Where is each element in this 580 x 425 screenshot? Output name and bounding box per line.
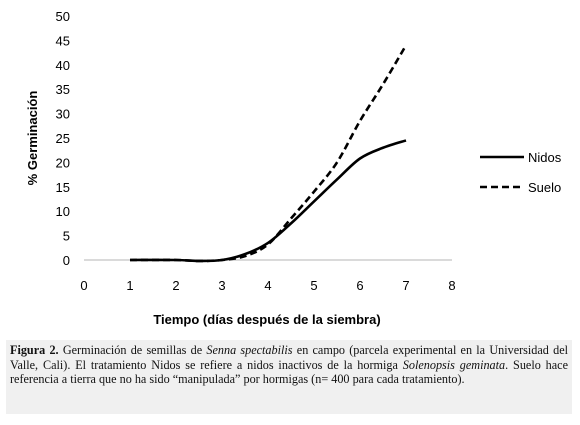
y-tick-label: 15: [56, 180, 70, 195]
series-line-nidos: [129, 139, 407, 263]
y-tick-label: 5: [63, 229, 70, 244]
x-axis-ticks: 0 1 2 3 4 5 6 7 8: [80, 278, 455, 293]
x-axis-title: Tiempo (días después de la siembra): [153, 312, 380, 327]
x-tick-label: 6: [356, 278, 363, 293]
x-tick-label: 5: [310, 278, 317, 293]
y-tick-label: 50: [56, 9, 70, 24]
y-tick-label: 25: [56, 131, 70, 146]
y-axis-title: % Germinación: [25, 91, 40, 186]
caption-label: Figura 2.: [10, 343, 59, 357]
caption-species-2: Solenopsis geminata: [402, 357, 506, 372]
x-tick-label: 4: [264, 278, 271, 293]
figure-caption: Figura 2. Germinación de semillas de Sen…: [6, 340, 572, 414]
legend-label-nidos: Nidos: [528, 150, 562, 165]
x-tick-label: 7: [402, 278, 409, 293]
legend: Nidos Suelo: [480, 150, 562, 195]
y-tick-label: 45: [56, 33, 70, 48]
caption-text-3: . Suelo hace referencia a tierra que no …: [10, 357, 568, 387]
y-tick-label: 0: [63, 253, 70, 268]
series-lines: [129, 44, 408, 263]
y-tick-label: 20: [56, 155, 70, 170]
caption-text-2: en campo (parcela experimental en la Uni…: [10, 343, 569, 372]
x-tick-label: 8: [448, 278, 455, 293]
caption-text-1: Germinación de semillas de: [62, 343, 203, 357]
y-tick-label: 30: [56, 107, 70, 122]
x-tick-label: 2: [172, 278, 179, 293]
y-axis-ticks: 0 5 10 15 20 25 30 35 40 45 50: [56, 9, 70, 268]
x-tick-label: 3: [218, 278, 225, 293]
x-tick-label: 1: [126, 278, 133, 293]
series-line-suelo: [129, 44, 408, 263]
x-tick-label: 0: [80, 278, 87, 293]
y-tick-label: 40: [56, 58, 70, 73]
legend-label-suelo: Suelo: [528, 180, 561, 195]
y-tick-label: 35: [56, 82, 70, 97]
caption-species-1: Senna spectabilis: [206, 343, 293, 357]
y-tick-label: 10: [56, 204, 70, 219]
